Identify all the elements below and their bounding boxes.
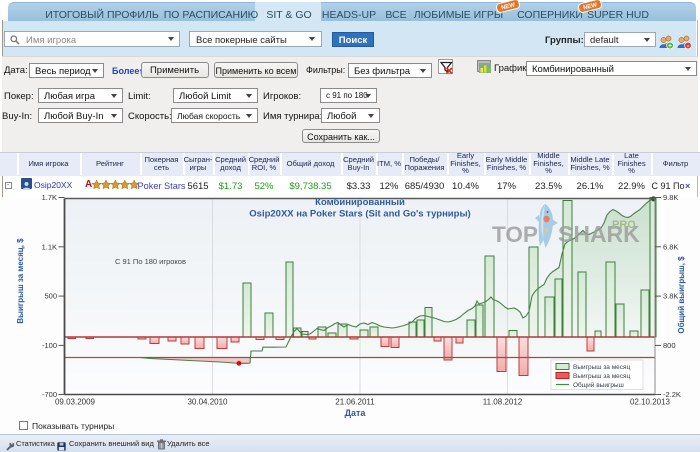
svg-text:-700: -700 xyxy=(42,390,57,399)
svg-text:Комбинированный: Комбинированный xyxy=(315,197,405,208)
svg-text:500: 500 xyxy=(44,292,57,301)
svg-text:+: + xyxy=(668,43,672,49)
svg-text:1.7K: 1.7K xyxy=(42,193,57,202)
svg-text:Выигрыш за месяц, $: Выигрыш за месяц, $ xyxy=(16,238,25,324)
svg-text:Дата: Дата xyxy=(345,408,367,418)
svg-text:1.1K: 1.1K xyxy=(42,242,57,251)
svg-text:Общий выигрыш, $: Общий выигрыш, $ xyxy=(677,256,686,334)
svg-text:02.10.2013: 02.10.2013 xyxy=(630,398,671,407)
svg-text:6.8K: 6.8K xyxy=(663,242,678,251)
svg-text:-2.2K: -2.2K xyxy=(663,390,681,399)
svg-text:TOP: TOP xyxy=(492,222,538,247)
svg-text:9.8K: 9.8K xyxy=(663,193,678,202)
svg-text:3.8K: 3.8K xyxy=(663,292,678,301)
svg-text:Общий выигрыш: Общий выигрыш xyxy=(573,381,624,389)
svg-text:21.06.2011: 21.06.2011 xyxy=(335,398,375,407)
svg-text:Osip20XX на Poker Stars (Sit a: Osip20XX на Poker Stars (Sit and Go's ту… xyxy=(249,209,470,220)
svg-text:-: - xyxy=(687,43,690,49)
svg-text:Выигрыш за месяц: Выигрыш за месяц xyxy=(573,364,631,371)
svg-text:SHARK: SHARK xyxy=(558,221,640,247)
svg-text:Выигрыш за месяц: Выигрыш за месяц xyxy=(573,373,631,380)
svg-text:-100: -100 xyxy=(42,341,57,350)
svg-text:800: 800 xyxy=(663,341,676,350)
svg-text:11.08.2012: 11.08.2012 xyxy=(483,398,523,407)
svg-text:С 91 По 180 игроков: С 91 По 180 игроков xyxy=(115,257,186,266)
svg-text:09.03.2009: 09.03.2009 xyxy=(55,398,96,407)
svg-text:PRO: PRO xyxy=(612,219,636,231)
svg-text:30.04.2010: 30.04.2010 xyxy=(187,398,228,407)
